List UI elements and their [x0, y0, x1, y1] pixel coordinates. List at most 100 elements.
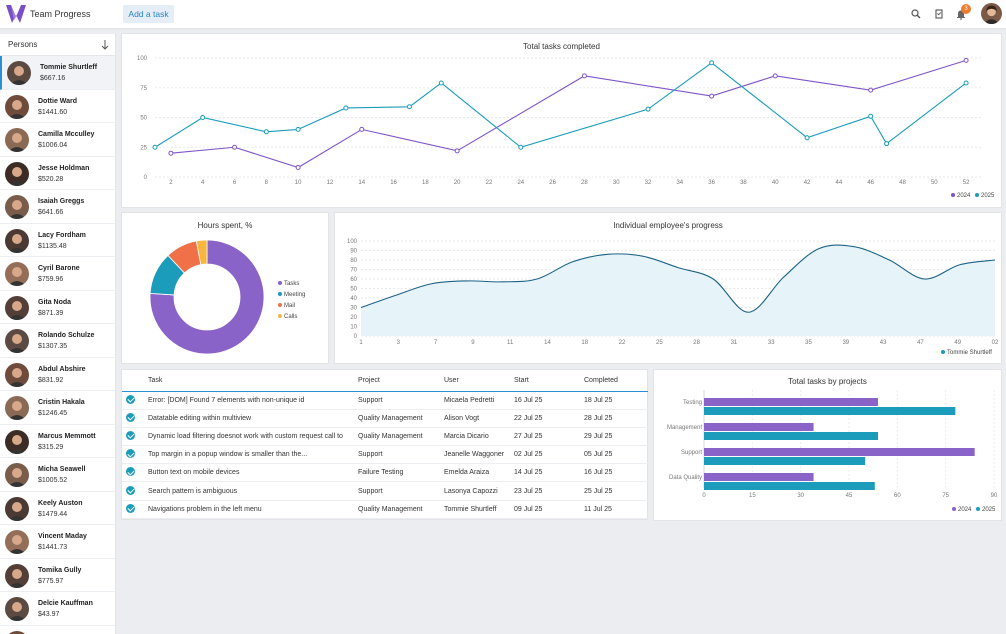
person-item[interactable]: Rolando Schulze $1307.35	[0, 324, 115, 358]
person-salary: $759.96	[38, 276, 64, 283]
person-item[interactable]: Isaiah Greggs $641.66	[0, 190, 115, 224]
person-item[interactable]: Dottie Ward $1441.60	[0, 90, 115, 123]
person-item[interactable]: Abdul Abshire $831.92	[0, 358, 115, 391]
check-circle-icon[interactable]	[126, 394, 135, 404]
start-cell: 27 Jul 25	[510, 427, 580, 447]
person-salary: $1135.48	[38, 242, 67, 250]
check-circle-icon[interactable]	[126, 412, 135, 422]
completed-cell: 05 Jul 25	[580, 445, 648, 465]
bookmark-icon[interactable]	[933, 8, 945, 20]
person-item[interactable]: Lacy Fordham $1135.48	[0, 224, 115, 257]
table-row[interactable]: Navigations problem in the left menu Qual…	[122, 500, 648, 519]
x-tick-label: 60	[894, 493, 901, 499]
person-name: Dottie Ward	[38, 97, 78, 105]
row-check[interactable]	[122, 481, 144, 501]
person-item[interactable]: Tomika Gully $775.97	[0, 559, 115, 592]
start-cell: 09 Jul 25	[510, 500, 580, 519]
project-cell: Quality Management	[354, 409, 440, 428]
x-tick-label: 24	[517, 180, 524, 186]
person-salary: $43.97	[38, 611, 60, 618]
legend-marker	[278, 292, 282, 296]
project-cell: Failure Testing	[354, 463, 440, 483]
person-avatar	[5, 463, 29, 487]
person-item[interactable]: Jesse Holdman $520.28	[0, 157, 115, 190]
row-check[interactable]	[122, 445, 144, 465]
hours-spent-title: Hours spent, %	[197, 221, 253, 230]
person-item[interactable]: Marcus Memmott $315.29	[0, 425, 115, 458]
project-cell: Support	[354, 391, 440, 410]
employee-progress-title: Individual employee's progress	[613, 221, 723, 230]
x-tick-label: 7	[434, 340, 438, 346]
person-name: Delcie Kauffman	[38, 600, 93, 607]
table-row[interactable]: Top margin in a popup window is smaller …	[122, 445, 648, 465]
person-item[interactable]: Camilla Mcculley $1006.04	[0, 123, 115, 157]
completed-cell: 11 Jul 25	[580, 500, 648, 519]
legend-marker	[975, 193, 979, 197]
data-point-2024	[295, 164, 301, 170]
x-tick-label: 39	[842, 340, 849, 346]
row-check[interactable]	[122, 463, 144, 483]
row-check[interactable]	[122, 427, 144, 447]
total-tasks-title: Total tasks completed	[523, 42, 600, 51]
legend-label: 2025	[981, 193, 995, 199]
person-item[interactable]: Micha Seawell $1005.52	[0, 458, 115, 492]
x-tick-label: 18	[581, 340, 588, 346]
check-circle-icon[interactable]	[126, 449, 135, 459]
add-task-button[interactable]: Add a task	[123, 5, 174, 23]
table-row[interactable]: Search pattern is ambiguous Support Lasony…	[122, 481, 648, 501]
user-avatar[interactable]	[981, 3, 1002, 24]
app-title: Team Progress	[30, 9, 91, 19]
row-check[interactable]	[122, 409, 144, 428]
table-row[interactable]: Datatable editing within multiview Qualit…	[122, 409, 648, 428]
person-item[interactable]: Gita Noda $871.39	[0, 291, 115, 324]
x-tick-label: 0	[702, 493, 706, 499]
tasks-by-projects-chart[interactable]: 0 15 30 45 60 75 90 Testing Management Support Dat…	[654, 370, 1001, 520]
data-point-2025	[343, 105, 349, 111]
table-row[interactable]: Button text on mobile devices Failure Tes…	[122, 463, 648, 483]
person-item[interactable]: Cyril Barone $759.96	[0, 257, 115, 291]
header-task[interactable]: Task	[144, 370, 354, 392]
person-item[interactable]: Vincent Maday $1441.73	[0, 525, 115, 559]
tasks-table-card: Task Project User Start Completed Error:…	[121, 369, 648, 520]
legend-label: Tommie Shurtleff	[947, 350, 992, 356]
row-check[interactable]	[122, 391, 144, 410]
person-name: Micha Seawell	[38, 466, 86, 473]
legend-marker	[976, 507, 980, 511]
completed-cell: 28 Jul 25	[580, 409, 648, 428]
table-row[interactable]: Dynamic load filtering doesnot work with…	[122, 427, 648, 447]
legend-marker	[952, 507, 956, 511]
bar-2025	[704, 432, 878, 440]
check-circle-icon[interactable]	[126, 430, 135, 440]
employee-progress-chart[interactable]: 0 10 20 30 40 50 60 70 80 90 100 1 3 7 9 11 14 18 22 25 28 31…	[335, 213, 1001, 363]
check-circle-icon[interactable]	[126, 467, 135, 477]
sort-down-arrow-icon[interactable]	[100, 39, 110, 51]
person-name: Lacy Fordham	[38, 231, 86, 239]
person-item[interactable]: Keely Auston $1479.44	[0, 492, 115, 525]
person-avatar	[5, 496, 29, 521]
hours-spent-chart[interactable]: Tasks Meeting Mail Calls	[122, 213, 328, 363]
person-name: Tomika Gully	[38, 566, 82, 574]
person-salary: $1005.52	[38, 477, 68, 484]
person-item[interactable]: Cristin Hakala $1246.45	[0, 391, 115, 425]
header-user[interactable]: User	[440, 370, 510, 392]
person-salary: $520.28	[38, 175, 64, 183]
person-item[interactable]: Lorena Rush	[0, 626, 115, 634]
check-circle-icon[interactable]	[126, 503, 135, 513]
person-name: Jesse Holdman	[38, 164, 90, 172]
header-completed[interactable]: Completed	[580, 370, 648, 392]
x-tick-label: 10	[295, 180, 302, 186]
person-item[interactable]: Tommie Shurtleff $667.16	[0, 56, 115, 90]
check-circle-icon[interactable]	[126, 485, 135, 495]
row-check[interactable]	[122, 500, 144, 519]
person-item[interactable]: Delcie Kauffman $43.97	[0, 592, 115, 626]
bar-2025	[704, 407, 956, 415]
completed-cell: 18 Jul 25	[580, 391, 648, 410]
person-avatar	[5, 295, 29, 320]
table-row[interactable]: Error: [DOM] Found 7 elements with non-u…	[122, 391, 648, 410]
category-label: Management	[667, 425, 702, 431]
header-start[interactable]: Start	[510, 370, 580, 392]
data-point-2024	[709, 93, 715, 99]
header-project[interactable]: Project	[354, 370, 440, 392]
search-icon[interactable]	[910, 8, 922, 20]
